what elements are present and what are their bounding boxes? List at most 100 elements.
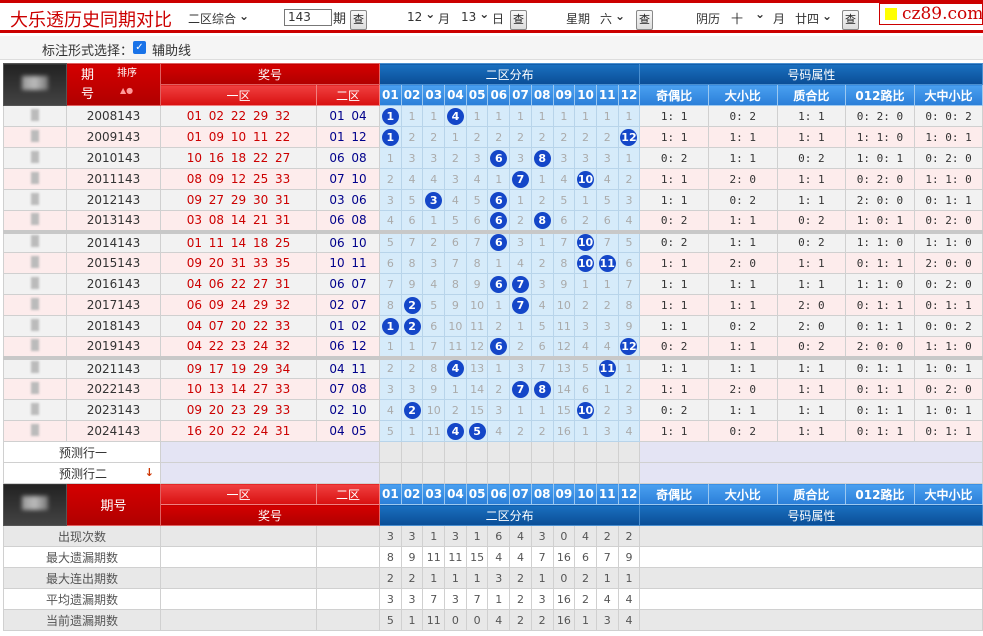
- distribution-cell: 1: [509, 105, 532, 127]
- distribution-cell: 10: [444, 315, 467, 337]
- period-cell[interactable]: 2013143: [66, 210, 161, 234]
- stats-value: 1: [422, 567, 446, 589]
- stats-value: 1: [465, 525, 489, 547]
- stats-zone1-cell: [160, 588, 317, 610]
- day-select[interactable]: 13: [461, 10, 489, 24]
- arrow-down-icon[interactable]: ↓: [144, 466, 154, 479]
- prediction-dist-cell[interactable]: [379, 462, 402, 484]
- prediction-dist-cell[interactable]: [617, 462, 641, 484]
- period-cell[interactable]: 2017143: [66, 294, 161, 316]
- attribute-cell: 1: 1: [776, 378, 847, 400]
- prediction-dist-cell[interactable]: [617, 441, 641, 463]
- prediction-dist-cell[interactable]: [444, 462, 467, 484]
- query-period-button[interactable]: 查: [350, 10, 367, 30]
- distribution-cell: 4: [444, 357, 467, 379]
- period-cell[interactable]: 2008143: [66, 105, 161, 127]
- month-select[interactable]: 12: [407, 10, 435, 24]
- distribution-cell: 2: [574, 294, 597, 316]
- lunar-month-select[interactable]: 十: [731, 12, 744, 26]
- prediction-dist-cell[interactable]: [422, 441, 446, 463]
- prediction-dist-cell[interactable]: [509, 462, 532, 484]
- guide-line-label[interactable]: 辅助线: [152, 44, 192, 59]
- period-cell[interactable]: 2012143: [66, 189, 161, 211]
- prediction-dist-cell[interactable]: [595, 462, 619, 484]
- prediction-dist-cell[interactable]: [552, 462, 576, 484]
- attribute-cell: 0: 2: 0: [913, 378, 983, 400]
- period-input[interactable]: 143: [284, 9, 332, 26]
- stats-row: 出现次数 3 3 1 3 1 6 4 3 0 4 2 2: [3, 525, 983, 547]
- period-header[interactable]: 期 号 排序 ▲●: [66, 63, 161, 106]
- distribution-cell: 4: [617, 210, 641, 234]
- prediction-dist-cell[interactable]: [465, 462, 489, 484]
- footer-number-header-04: 04: [444, 483, 467, 505]
- period-cell[interactable]: 2016143: [66, 273, 161, 295]
- period-cell[interactable]: 2023143: [66, 399, 161, 421]
- period-cell[interactable]: 2011143: [66, 168, 161, 190]
- attribute-cell: 0: 1: 1: [845, 357, 915, 379]
- distribution-cell: 1: [530, 105, 554, 127]
- period-cell[interactable]: 2018143: [66, 315, 161, 337]
- mode-select[interactable]: 二区综合: [188, 10, 249, 27]
- lunar-month-dropdown[interactable]: [752, 10, 765, 24]
- prediction-dist-cell[interactable]: [552, 441, 576, 463]
- distribution-cell: 7: [509, 294, 532, 316]
- distribution-cell: 2: [574, 210, 597, 234]
- prediction-label[interactable]: 预测行二: [59, 466, 108, 481]
- prediction-dist-cell[interactable]: [574, 441, 597, 463]
- prediction-dist-cell[interactable]: [530, 441, 554, 463]
- zone2-numbers: 04 11: [315, 357, 381, 379]
- attribute-cell: 0: 0: 2: [913, 105, 983, 127]
- period-cell[interactable]: 2010143: [66, 147, 161, 169]
- prediction-dist-cell[interactable]: [530, 462, 554, 484]
- prediction-dist-cell[interactable]: [422, 462, 446, 484]
- weekday-select[interactable]: 六: [600, 10, 625, 27]
- logo-text: cz89.com: [902, 4, 983, 24]
- period-cell[interactable]: 2024143: [66, 420, 161, 442]
- stats-label: 平均遗漏期数: [3, 588, 161, 610]
- distribution-cell: 3: [400, 378, 424, 400]
- prediction-cell[interactable]: 预测行二 ↓: [3, 462, 161, 484]
- prediction-dist-cell[interactable]: [487, 462, 511, 484]
- prediction-label[interactable]: 预测行一: [59, 445, 108, 460]
- guide-line-checkbox[interactable]: ✓: [133, 41, 146, 54]
- hit-ball: 11: [598, 254, 616, 272]
- distribution-cell: 1: [595, 378, 619, 400]
- stats-value: 4: [487, 546, 511, 568]
- attribute-cell: 0: 2: [639, 399, 709, 421]
- sort-arrows-icon[interactable]: ▲●: [120, 86, 134, 95]
- prediction-cell[interactable]: 预测行一: [3, 441, 161, 463]
- period-cell[interactable]: 2015143: [66, 252, 161, 274]
- period-cell[interactable]: 2014143: [66, 231, 161, 253]
- hit-ball: 10: [577, 254, 595, 272]
- prediction-dist-cell[interactable]: [509, 441, 532, 463]
- stats-value: 1: [617, 567, 641, 589]
- query-weekday-button[interactable]: 查: [636, 10, 653, 30]
- query-date-button[interactable]: 查: [510, 10, 527, 30]
- footer-number-header-02: 02: [400, 483, 424, 505]
- prediction-dist-cell[interactable]: [400, 441, 424, 463]
- prediction-prize-cell[interactable]: [159, 462, 381, 484]
- prediction-dist-cell[interactable]: [379, 441, 402, 463]
- period-cell[interactable]: 2022143: [66, 378, 161, 400]
- period-cell[interactable]: 2019143: [66, 336, 161, 360]
- prediction-prize-cell[interactable]: [159, 441, 381, 463]
- attribute-cell: 0: 2: [639, 210, 709, 234]
- prediction-dist-cell[interactable]: [574, 462, 597, 484]
- sort-label[interactable]: 排序: [117, 68, 137, 79]
- prediction-dist-cell[interactable]: [400, 462, 424, 484]
- period-cell[interactable]: 2021143: [66, 357, 161, 379]
- footer-number-header-01: 01: [379, 483, 402, 505]
- hit-ball: 8: [533, 380, 551, 398]
- distribution-cell: 2: [379, 168, 402, 190]
- prediction-dist-cell[interactable]: [444, 441, 467, 463]
- prediction-dist-cell[interactable]: [487, 441, 511, 463]
- stats-label: 当前遗漏期数: [3, 609, 161, 631]
- prediction-dist-cell[interactable]: [465, 441, 489, 463]
- query-lunar-button[interactable]: 查: [842, 10, 859, 30]
- lunar-day-select[interactable]: 廿四: [795, 10, 832, 27]
- distribution-cell: 7: [530, 357, 554, 379]
- period-cell[interactable]: 2009143: [66, 126, 161, 148]
- site-logo[interactable]: cz89.com: [879, 3, 983, 25]
- attribute-cell: 1: 1: [639, 189, 709, 211]
- prediction-dist-cell[interactable]: [595, 441, 619, 463]
